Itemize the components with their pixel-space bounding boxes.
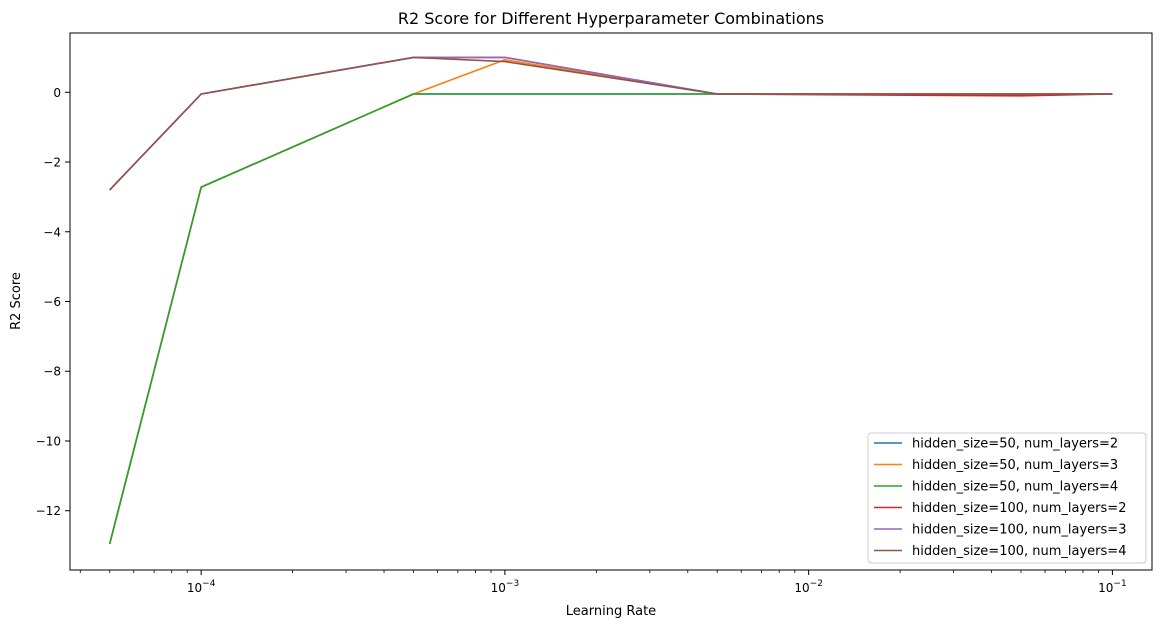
x-tick-exponent: −4 (202, 579, 216, 589)
x-tick-base: 10 (187, 581, 202, 595)
chart-title: R2 Score for Different Hyperparameter Co… (398, 9, 824, 28)
series-line-6 (109, 56, 1113, 191)
y-tick-label: −10 (36, 434, 61, 448)
x-tick-exponent: −1 (1113, 579, 1126, 589)
y-tick-label: −4 (43, 225, 61, 239)
legend: hidden_size=50, num_layers=2 hidden_size=… (867, 432, 1147, 564)
x-tick-label: 10−2 (794, 579, 823, 595)
x-tick-exponent: −3 (506, 579, 519, 589)
legend-box (867, 432, 1147, 564)
plot-area (108, 56, 1113, 544)
x-tick-label: 10−4 (187, 579, 216, 595)
legend-label-6: hidden_size=100, num_layers=4 (912, 544, 1126, 559)
y-tick-label: −6 (43, 295, 61, 309)
x-tick-base: 10 (491, 581, 506, 595)
x-tick-exponent: −2 (810, 579, 823, 589)
legend-label-3: hidden_size=50, num_layers=4 (912, 480, 1118, 495)
y-tick-label: 0 (53, 86, 61, 100)
legend-label-5: hidden_size=100, num_layers=3 (912, 523, 1126, 538)
y-tick-label: −8 (43, 365, 61, 379)
x-tick-base: 10 (794, 581, 809, 595)
x-tick-label: 10−1 (1098, 579, 1127, 595)
y-tick-label: −12 (36, 504, 61, 518)
y-axis-label: R2 Score (9, 272, 24, 330)
x-tick-base: 10 (1098, 581, 1113, 595)
legend-label-1: hidden_size=50, num_layers=2 (912, 437, 1118, 452)
legend-label-4: hidden_size=100, num_layers=2 (912, 501, 1126, 516)
legend-label-2: hidden_size=50, num_layers=3 (912, 458, 1118, 473)
y-tick-label: −2 (43, 156, 61, 170)
x-axis: 10−4 10−3 10−2 10−1 (79, 570, 1127, 595)
x-tick-label: 10−3 (491, 579, 520, 595)
x-axis-label: Learning Rate (566, 604, 656, 619)
y-axis: 0 −2 −4 −6 −8 −10 −12 (36, 86, 70, 518)
